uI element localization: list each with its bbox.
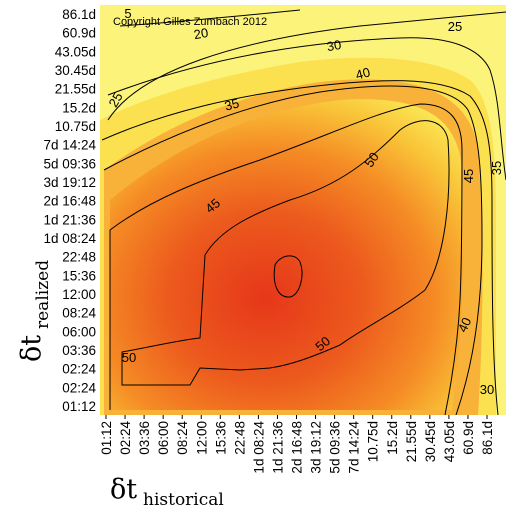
y-tick-label: 01:12 (62, 399, 96, 414)
y-tick-label: 22:48 (62, 250, 96, 265)
x-tick-label: 03:36 (137, 421, 152, 455)
x-tick-label: 15:36 (213, 421, 228, 455)
y-tick-label: 10.75d (55, 119, 96, 134)
y-tick-label: 12:00 (62, 287, 96, 302)
contour-label: 30 (325, 37, 342, 54)
contour-lines (101, 9, 506, 415)
contour-25 (107, 11, 506, 121)
contour-label: 50 (312, 333, 333, 354)
y-axis-symbol: δt (16, 335, 47, 362)
contour-label-set: 20 25 25 30 35 35 40 40 45 45 50 50 50 30 5 (105, 6, 504, 397)
x-tick-label: 10.75d (366, 421, 381, 462)
y-tick-label: 02:24 (62, 380, 96, 395)
x-tick-label: 5d 09:36 (328, 421, 343, 474)
y-axis-title: δt realized (16, 260, 53, 362)
contour-label-text: 40 (354, 64, 372, 82)
heat-region-core (110, 99, 464, 411)
x-tick-label: 3d 19:12 (309, 421, 324, 474)
contour-20 (119, 9, 301, 27)
x-tick-label: 30.45d (423, 421, 438, 462)
y-tick-label: 03:36 (62, 343, 96, 358)
contour-40 (103, 85, 483, 415)
y-tick-label: 3d 19:12 (43, 175, 96, 190)
x-tick-label: 22:48 (232, 421, 247, 455)
contour-label-text: 45 (461, 169, 476, 183)
contour-label: 45 (202, 195, 223, 216)
y-tick-label: 08:24 (62, 306, 96, 321)
contour-label: 30 (480, 382, 494, 397)
y-tick-label: 5d 09:36 (43, 156, 96, 171)
contour-label-text: 5 (124, 6, 131, 21)
contour-35 (101, 80, 499, 415)
y-tick-label: 2d 16:48 (43, 194, 96, 209)
y-tick-label: 1d 21:36 (43, 212, 96, 227)
x-axis-symbol: δt (110, 474, 137, 505)
x-tick-label: 60.9d (461, 421, 476, 455)
y-tick-label: 1d 08:24 (43, 231, 96, 246)
contour-label-text: 50 (361, 149, 382, 169)
y-tick-label: 86.1d (62, 7, 96, 22)
contour-label: 50 (361, 149, 382, 169)
y-tick-label: 02:24 (62, 362, 96, 377)
x-tick-label: 02:24 (118, 421, 133, 455)
x-tick-label: 1d 08:24 (251, 421, 266, 474)
x-tick-label: 86.1d (480, 421, 495, 455)
x-tick-label: 21.55d (404, 421, 419, 462)
contour-label: 50 (122, 350, 136, 365)
contour-label-text: 25 (448, 19, 462, 34)
copyright-annotation: Copyright Gilles Zumbach 2012 (113, 16, 267, 28)
contour-label: 25 (448, 19, 462, 34)
x-axis-title: δt historical (110, 474, 224, 510)
contour-label-text: 25 (105, 90, 125, 110)
contour-label: 5 (124, 6, 131, 21)
contour-label-text: 35 (223, 95, 241, 113)
x-tick-label: 15.2d (385, 421, 400, 455)
plot-area: 20 25 25 30 35 35 40 40 45 45 50 50 50 30 5 (100, 5, 506, 415)
contour-label-text: 35 (489, 161, 504, 175)
x-tick-label: 08:24 (175, 421, 190, 455)
y-tick-label: 43.05d (55, 44, 96, 59)
x-axis-subscript: historical (143, 490, 224, 510)
x-tick-label: 01:12 (99, 421, 114, 455)
contour-45 (109, 103, 463, 415)
y-tick-label: 7d 14:24 (43, 138, 96, 153)
x-tick-label: 2d 16:48 (290, 421, 305, 474)
contour-label: 40 (354, 64, 372, 82)
x-tick-label: 43.05d (442, 421, 457, 462)
contour-label: 35 (489, 161, 504, 175)
x-tick-labels: 01:12 02:24 03:36 06:00 08:24 12:00 15:36 22:48… (99, 415, 495, 474)
contour-label: 45 (461, 169, 476, 183)
y-tick-label: 30.45d (55, 63, 96, 78)
contour-label: 40 (455, 315, 475, 334)
x-tick-label: 1d 21:36 (270, 421, 285, 474)
y-tick-label: 15:36 (62, 268, 96, 283)
x-tick-label: 06:00 (156, 421, 171, 455)
x-tick-label: 12:00 (194, 421, 209, 455)
contour-label-text: 30 (325, 37, 342, 54)
y-tick-label: 06:00 (62, 324, 96, 339)
y-tick-labels: 01:12 02:24 02:24 03:36 06:00 08:24 12:00 15:36… (43, 7, 96, 414)
contour-50-island (273, 255, 303, 298)
x-tick-label: 7d 14:24 (347, 421, 362, 474)
y-tick-label: 21.55d (55, 82, 96, 97)
y-tick-label: 60.9d (62, 26, 96, 41)
contour-50-main (121, 120, 450, 386)
contour-label: 25 (105, 90, 125, 110)
contour-label: 35 (223, 95, 241, 113)
contour-label-text: 40 (455, 315, 475, 334)
contour-label-text: 20 (192, 25, 209, 42)
y-tick-label: 15.2d (62, 100, 96, 115)
contour-label: 20 (192, 25, 209, 42)
y-axis-subscript: realized (33, 260, 53, 329)
contour-label-text: 50 (122, 350, 136, 365)
contour-label-text: 30 (480, 382, 494, 397)
contour-30 (107, 37, 506, 181)
